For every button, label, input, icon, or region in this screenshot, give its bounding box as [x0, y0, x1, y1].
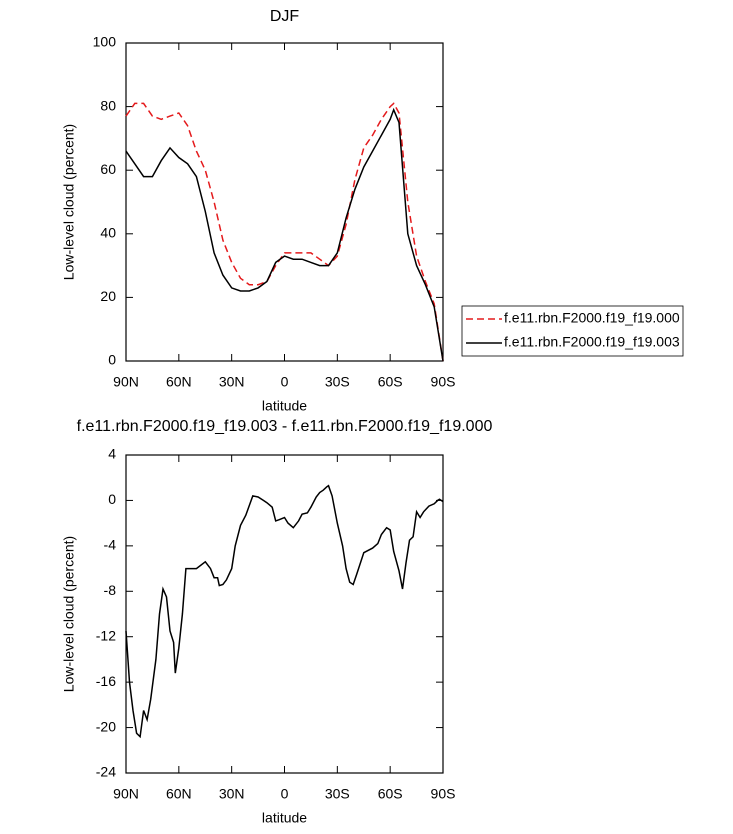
x-tick-label: 0 — [281, 786, 289, 802]
x-tick-label: 60S — [378, 374, 403, 390]
legend-label: f.e11.rbn.F2000.f19_f19.000 — [504, 310, 680, 326]
x-tick-label: 90S — [431, 786, 456, 802]
x-tick-label: 60S — [378, 786, 403, 802]
y-axis-label: Low-level cloud (percent) — [61, 124, 77, 280]
x-tick-label: 30S — [325, 374, 350, 390]
y-tick-label: -4 — [104, 537, 117, 553]
y-tick-label: -12 — [96, 627, 116, 643]
y-tick-label: 40 — [100, 225, 116, 241]
chart-title: f.e11.rbn.F2000.f19_f19.003 - f.e11.rbn.… — [77, 418, 493, 435]
plot-frame — [125, 454, 444, 774]
x-tick-label: 90S — [431, 374, 456, 390]
y-tick-label: -20 — [96, 718, 116, 734]
x-tick-label: 60N — [166, 374, 192, 390]
x-tick-label: 90N — [113, 786, 139, 802]
plot-frame — [125, 42, 444, 362]
y-tick-label: -24 — [96, 764, 116, 780]
data-line — [125, 102, 444, 362]
x-tick-label: 30N — [219, 374, 245, 390]
y-tick-label: 4 — [108, 446, 116, 462]
y-tick-label: 60 — [100, 161, 116, 177]
data-line — [125, 107, 444, 362]
x-axis-label: latitude — [262, 398, 307, 414]
x-tick-label: 30N — [219, 786, 245, 802]
x-tick-label: 90N — [113, 374, 139, 390]
legend-box — [461, 305, 684, 357]
y-axis-label: Low-level cloud (percent) — [61, 536, 77, 692]
y-tick-label: 20 — [100, 288, 116, 304]
y-tick-label: -8 — [104, 582, 117, 598]
y-tick-label: 0 — [108, 352, 116, 368]
x-tick-label: 60N — [166, 786, 192, 802]
x-tick-label: 30S — [325, 786, 350, 802]
x-axis-label: latitude — [262, 810, 307, 826]
y-tick-label: -16 — [96, 673, 116, 689]
legend-label: f.e11.rbn.F2000.f19_f19.003 — [504, 334, 680, 350]
data-line — [125, 484, 444, 739]
x-tick-label: 0 — [281, 374, 289, 390]
y-tick-label: 80 — [100, 97, 116, 113]
chart-title: DJF — [270, 8, 300, 25]
y-tick-label: 100 — [93, 34, 117, 50]
y-tick-label: 0 — [108, 491, 116, 507]
